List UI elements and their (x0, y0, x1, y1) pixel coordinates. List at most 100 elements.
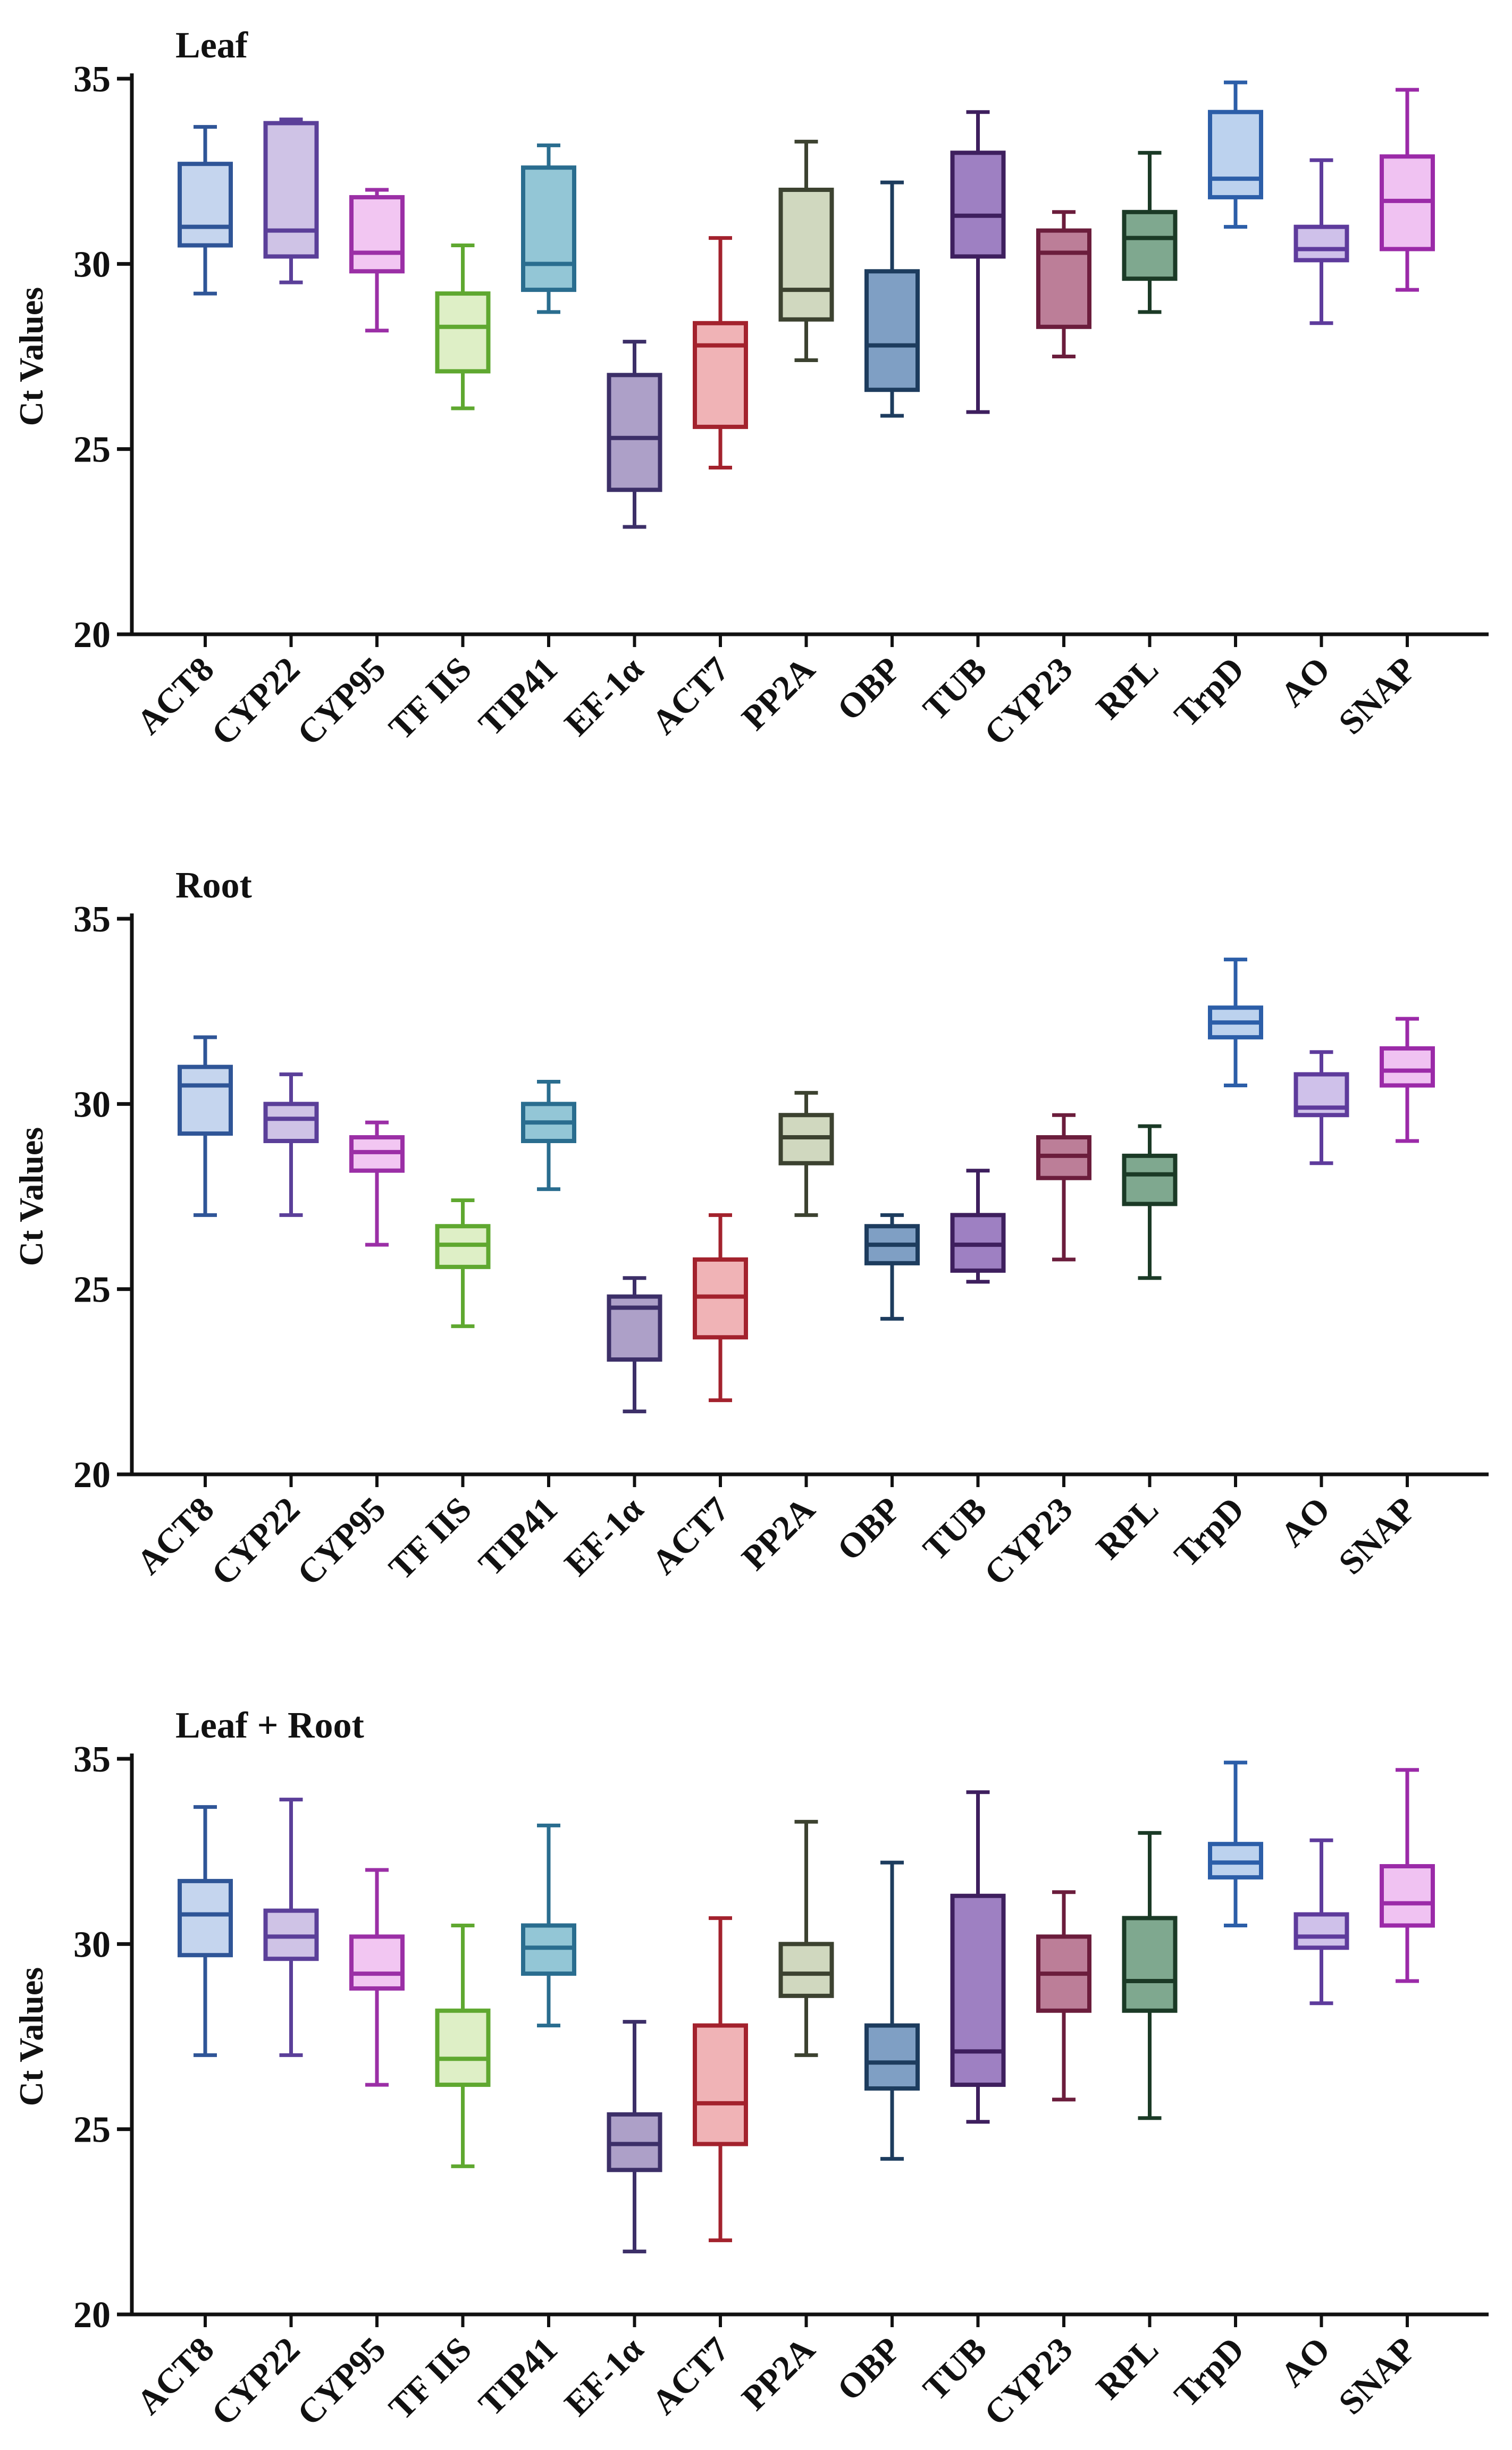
box-trpd (1208, 958, 1263, 1087)
x-tick-label: TrpD (1167, 2330, 1252, 2415)
box-snap (1380, 88, 1435, 292)
x-tick-label: CYP22 (204, 2330, 307, 2433)
x-tick-label: TUB (916, 2330, 995, 2409)
box-iqr (693, 321, 748, 429)
x-tick-label: PP2A (734, 1490, 822, 1578)
box-trpd (1208, 1760, 1263, 1927)
box-pp2a (778, 1090, 834, 1217)
box-ef-1α (607, 1276, 662, 1414)
box-ao (1293, 1050, 1349, 1165)
box-iqr (950, 1893, 1006, 2087)
box-pp2a (778, 1819, 834, 2057)
box-tf-iis (435, 244, 491, 410)
x-tick-label: PP2A (734, 650, 822, 738)
box-obp (864, 1213, 920, 1321)
box-iqr (178, 1878, 233, 1958)
x-tick-label: SNAP (1331, 1490, 1423, 1582)
x-tick-label: PP2A (734, 2330, 822, 2418)
box-iqr (263, 1102, 319, 1143)
box-snap (1380, 1768, 1435, 1983)
y-tick-label: 35 (73, 59, 111, 100)
box-iqr (349, 195, 405, 274)
x-tick-label: TrpD (1167, 650, 1252, 735)
box-iqr (1380, 1046, 1435, 1088)
box-iqr (1293, 224, 1349, 263)
box-ao (1293, 1838, 1349, 2006)
box-iqr (1293, 1912, 1349, 1950)
y-tick-label: 30 (73, 244, 111, 285)
x-tick-label: AO (1273, 2330, 1338, 2395)
box-iqr (778, 1942, 834, 1998)
x-tick-label: CYP95 (290, 1490, 393, 1593)
box-obp (864, 1860, 920, 2161)
box-act7 (693, 1916, 748, 2243)
box-cyp23 (1036, 1890, 1091, 2102)
x-tick-label: EF-1α (557, 2330, 651, 2423)
y-tick-label: 25 (73, 430, 111, 471)
x-tick-label: TIP41 (472, 650, 565, 743)
box-tip41 (521, 1823, 576, 2028)
x-tick-label: CYP22 (204, 1490, 307, 1593)
x-tick-label: TF IIS (382, 1490, 479, 1587)
box-act7 (693, 236, 748, 469)
box-iqr (178, 1064, 233, 1136)
y-tick-label: 35 (73, 1739, 111, 1780)
box-iqr (950, 150, 1006, 259)
x-tick-label: TIP41 (472, 2330, 565, 2423)
box-iqr (1036, 228, 1091, 329)
y-axis-label: Ct Values (12, 1127, 50, 1266)
box-cyp23 (1036, 210, 1091, 358)
box-iqr (349, 1934, 405, 1991)
box-tub (950, 1169, 1006, 1284)
x-tick-label: CYP23 (977, 650, 1080, 753)
x-tick-label: EF-1α (557, 650, 651, 743)
box-iqr (1122, 1153, 1178, 1206)
box-cyp95 (349, 188, 405, 333)
y-tick-label: 35 (73, 899, 111, 940)
box-snap (1380, 1017, 1435, 1143)
box-iqr (1122, 209, 1178, 281)
box-act8 (178, 1805, 233, 2057)
x-tick-label: EF-1α (557, 1490, 651, 1583)
box-cyp22 (263, 1072, 319, 1217)
x-tick-label: TIP41 (472, 1490, 565, 1583)
x-tick-label: ACT7 (644, 650, 736, 742)
x-tick-label: ACT7 (644, 1490, 736, 1582)
x-tick-label: SNAP (1331, 2330, 1423, 2422)
box-act8 (178, 1035, 233, 1217)
box-iqr (607, 373, 662, 492)
box-cyp95 (349, 1120, 405, 1247)
box-trpd (1208, 80, 1263, 229)
panel-title: Leaf + Root (175, 1705, 364, 1746)
box-ef-1α (607, 340, 662, 529)
x-tick-label: TF IIS (382, 650, 479, 747)
y-tick-label: 30 (73, 1924, 111, 1965)
x-tick-label: CYP95 (290, 2330, 393, 2433)
box-tf-iis (435, 1198, 491, 1328)
x-tick-label: RPL (1089, 650, 1166, 727)
x-tick-label: OBP (830, 1490, 909, 1568)
box-cyp22 (263, 118, 319, 284)
box-cyp95 (349, 1868, 405, 2087)
box-ao (1293, 158, 1349, 325)
y-tick-label: 20 (73, 2295, 111, 2336)
y-tick-label: 30 (73, 1084, 111, 1125)
x-tick-label: CYP23 (977, 1490, 1080, 1593)
box-iqr (435, 2008, 491, 2087)
x-tick-label: RPL (1089, 1490, 1166, 1567)
box-pp2a (778, 139, 834, 362)
x-tick-label: SNAP (1331, 650, 1423, 742)
x-tick-label: CYP23 (977, 2330, 1080, 2433)
y-tick-label: 20 (73, 615, 111, 656)
box-rpl (1122, 1831, 1178, 2120)
box-obp (864, 180, 920, 418)
y-tick-label: 25 (73, 1270, 111, 1311)
box-iqr (693, 2023, 748, 2146)
x-tick-label: TF IIS (382, 2330, 479, 2427)
box-iqr (521, 165, 576, 292)
box-act7 (693, 1213, 748, 1403)
